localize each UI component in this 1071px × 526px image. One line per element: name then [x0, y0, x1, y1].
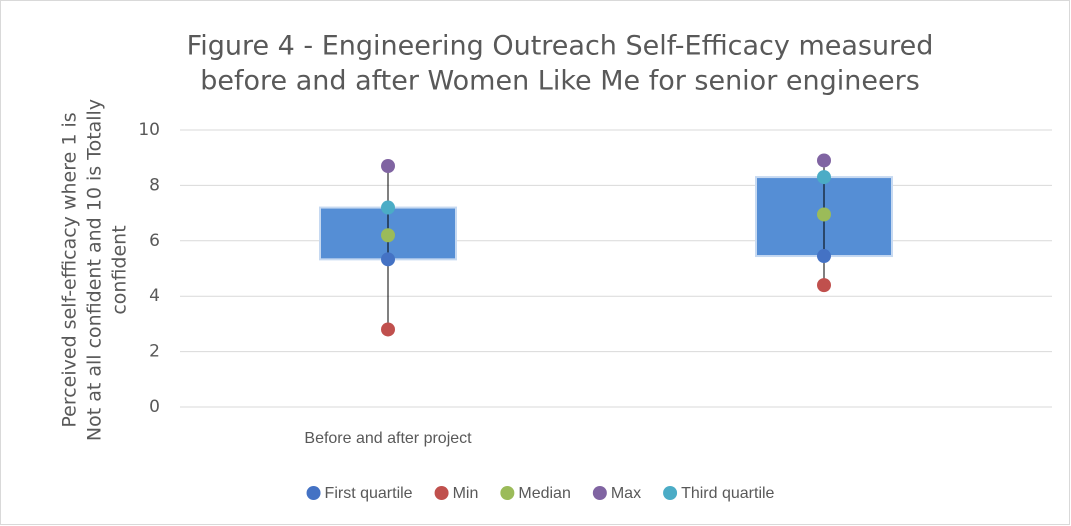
point: [381, 252, 395, 267]
y-axis-label: confident: [109, 225, 131, 314]
y-tick-label: 4: [149, 286, 160, 306]
legend-label: Max: [611, 485, 641, 502]
legend-marker: [500, 486, 515, 500]
legend-label: First quartile: [325, 485, 413, 502]
point: [381, 200, 395, 215]
point: [817, 249, 831, 264]
chart-title: before and after Women Like Me for senio…: [200, 66, 920, 97]
legend-marker: [434, 486, 449, 500]
point: [817, 153, 831, 168]
point: [817, 207, 831, 222]
legend-marker: [592, 486, 607, 500]
point: [381, 159, 395, 174]
legend-marker: [306, 486, 321, 500]
x-tick-label: Before and after project: [304, 430, 472, 447]
legend-marker: [663, 486, 678, 500]
point: [381, 322, 395, 337]
legend-label: Median: [518, 485, 570, 502]
y-tick-label: 0: [149, 397, 160, 417]
point: [381, 228, 395, 243]
y-axis-label: Not at all confident and 10 is Totally: [84, 99, 106, 441]
y-tick-label: 6: [149, 231, 160, 251]
y-tick-label: 2: [149, 342, 160, 362]
y-tick-label: 10: [138, 120, 160, 140]
chart-title: Figure 4 - Engineering Outreach Self-Eff…: [187, 31, 934, 62]
legend-label: Min: [453, 485, 479, 502]
legend: First quartile Min Median Max Third quartile: [306, 485, 775, 502]
point: [817, 170, 831, 185]
point: [817, 278, 831, 293]
legend-label: Third quartile: [681, 485, 774, 502]
y-tick-label: 8: [149, 175, 160, 195]
y-axis-label: Perceived self-efficacy where 1 is: [59, 112, 81, 427]
